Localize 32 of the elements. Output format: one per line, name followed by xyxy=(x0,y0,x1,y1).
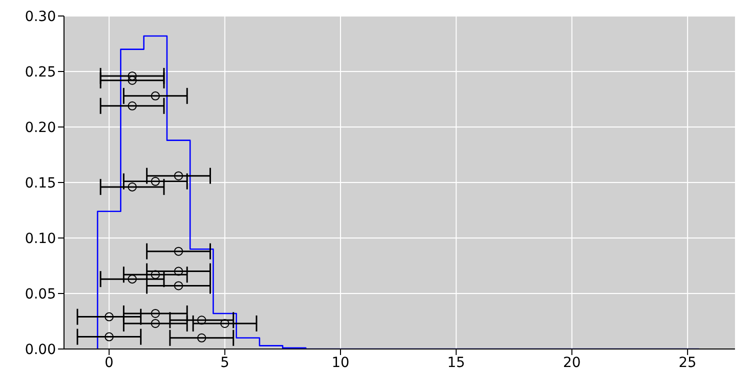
point xyxy=(174,281,184,290)
point xyxy=(197,316,206,325)
point xyxy=(104,332,114,342)
point xyxy=(104,312,114,322)
point xyxy=(174,266,184,276)
point xyxy=(220,318,230,328)
x-tick-label: 5 xyxy=(220,354,230,371)
x-tick-label: 0 xyxy=(104,354,114,371)
point xyxy=(128,182,137,192)
point xyxy=(150,318,160,328)
point xyxy=(128,101,137,110)
point xyxy=(150,91,160,100)
point xyxy=(128,274,137,284)
point xyxy=(197,333,206,342)
point xyxy=(174,246,184,256)
point xyxy=(128,71,137,80)
point xyxy=(128,76,137,85)
y-tick-label: 0.00 xyxy=(24,342,56,358)
y-tick-label: 0.25 xyxy=(24,64,56,80)
point xyxy=(150,270,160,280)
y-tick-label: 0.30 xyxy=(24,8,56,25)
point xyxy=(150,176,160,186)
x-tick-label: 10 xyxy=(332,354,350,371)
x-tick-label: 20 xyxy=(562,354,581,371)
point xyxy=(150,308,160,318)
y-tick-label: 0.05 xyxy=(24,286,56,302)
y-tick-label: 0.20 xyxy=(24,120,56,136)
point xyxy=(174,171,184,180)
x-tick-label: 15 xyxy=(447,354,466,371)
y-tick-label: 0.15 xyxy=(24,175,56,192)
x-tick-label: 25 xyxy=(678,354,696,371)
y-tick-label: 0.10 xyxy=(24,230,56,247)
